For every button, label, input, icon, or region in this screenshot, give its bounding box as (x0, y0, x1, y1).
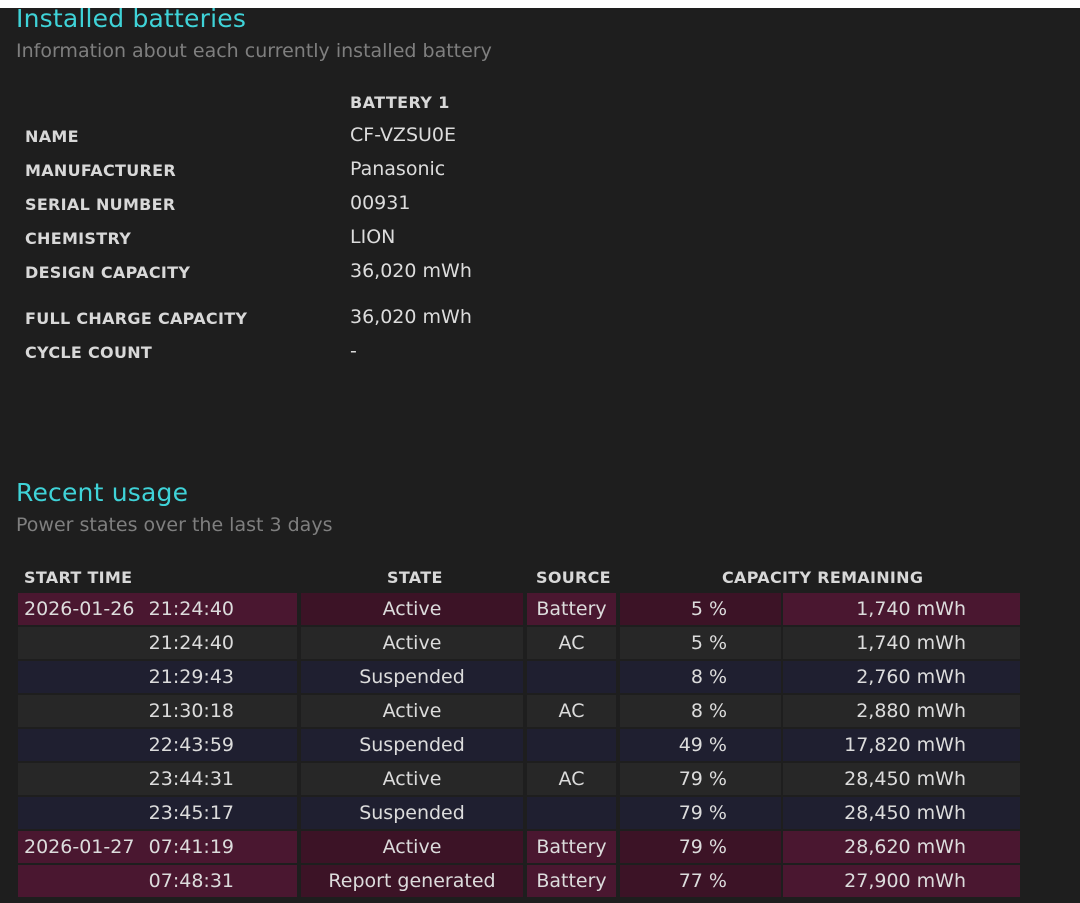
manufacturer-value: Panasonic (350, 158, 446, 180)
table-row: 22:43:59 Suspended 49 % 17,820 mWh (18, 729, 1020, 761)
capacity-cell: 27,900 mWh (783, 865, 1020, 897)
serial-number-label: SERIAL NUMBER (25, 195, 176, 214)
time-cell: 07:48:31 (148, 870, 234, 892)
installed-batteries-subtitle: Information about each currently install… (16, 40, 492, 62)
cycle-count-value: - (350, 340, 357, 362)
capacity-cell: 2,760 mWh (783, 661, 1020, 693)
source-cell: AC (527, 763, 616, 795)
source-header: SOURCE (536, 568, 611, 587)
date-cell: 2026-01-26 (24, 593, 135, 625)
serial-number-value: 00931 (350, 192, 411, 214)
start-time-header: START TIME (24, 568, 133, 587)
manufacturer-label: MANUFACTURER (25, 161, 176, 180)
capacity-cell: 2,880 mWh (783, 695, 1020, 727)
percent-cell: 8 % (620, 661, 781, 693)
source-cell (527, 729, 616, 761)
time-cell: 23:44:31 (148, 768, 234, 790)
percent-cell: 8 % (620, 695, 781, 727)
source-cell: AC (527, 627, 616, 659)
design-capacity-label: DESIGN CAPACITY (25, 263, 191, 282)
state-cell: Suspended (301, 729, 523, 761)
percent-cell: 79 % (620, 763, 781, 795)
capacity-remaining-header: CAPACITY REMAINING (722, 568, 924, 587)
state-cell: Active (301, 695, 523, 727)
table-row: 2026-01-27 07:41:19 Active Battery 79 % … (18, 831, 1020, 863)
name-label: NAME (25, 127, 79, 146)
percent-cell: 79 % (620, 831, 781, 863)
time-cell: 21:24:40 (148, 598, 234, 620)
state-cell: Active (301, 831, 523, 863)
percent-cell: 5 % (620, 627, 781, 659)
state-cell: Suspended (301, 797, 523, 829)
capacity-cell: 1,740 mWh (783, 627, 1020, 659)
capacity-cell: 28,620 mWh (783, 831, 1020, 863)
table-row: 21:24:40 Active AC 5 % 1,740 mWh (18, 627, 1020, 659)
recent-usage-title: Recent usage (16, 478, 189, 507)
source-cell: AC (527, 695, 616, 727)
capacity-cell: 1,740 mWh (783, 593, 1020, 625)
state-cell: Active (301, 593, 523, 625)
capacity-cell: 17,820 mWh (783, 729, 1020, 761)
table-row: 21:29:43 Suspended 8 % 2,760 mWh (18, 661, 1020, 693)
chemistry-label: CHEMISTRY (25, 229, 132, 248)
percent-cell: 77 % (620, 865, 781, 897)
percent-cell: 49 % (620, 729, 781, 761)
percent-cell: 5 % (620, 593, 781, 625)
chemistry-value: LION (350, 226, 396, 248)
state-cell: Report generated (301, 865, 523, 897)
time-cell: 07:41:19 (148, 836, 234, 858)
state-cell: Active (301, 627, 523, 659)
full-charge-capacity-value: 36,020 mWh (350, 306, 472, 328)
time-cell: 22:43:59 (148, 734, 234, 756)
state-cell: Suspended (301, 661, 523, 693)
time-cell: 21:29:43 (148, 666, 234, 688)
source-cell: Battery (527, 593, 616, 625)
table-row: 07:48:31 Report generated Battery 77 % 2… (18, 865, 1020, 897)
table-row: 2026-01-26 21:24:40 Active Battery 5 % 1… (18, 593, 1020, 625)
table-row: 21:30:18 Active AC 8 % 2,880 mWh (18, 695, 1020, 727)
capacity-cell: 28,450 mWh (783, 763, 1020, 795)
installed-batteries-title: Installed batteries (16, 4, 247, 33)
recent-usage-subtitle: Power states over the last 3 days (16, 514, 333, 536)
battery-1-header: BATTERY 1 (350, 93, 450, 112)
time-cell: 23:45:17 (148, 802, 234, 824)
design-capacity-value: 36,020 mWh (350, 260, 472, 282)
state-cell: Active (301, 763, 523, 795)
source-cell (527, 797, 616, 829)
time-cell: 21:24:40 (148, 632, 234, 654)
table-row: 23:45:17 Suspended 79 % 28,450 mWh (18, 797, 1020, 829)
source-cell (527, 661, 616, 693)
percent-cell: 79 % (620, 797, 781, 829)
state-header: STATE (387, 568, 443, 587)
top-border (0, 0, 1080, 8)
time-cell: 21:30:18 (148, 700, 234, 722)
table-row: 23:44:31 Active AC 79 % 28,450 mWh (18, 763, 1020, 795)
capacity-cell: 28,450 mWh (783, 797, 1020, 829)
source-cell: Battery (527, 865, 616, 897)
date-cell: 2026-01-27 (24, 836, 135, 858)
source-cell: Battery (527, 831, 616, 863)
name-value: CF-VZSU0E (350, 124, 457, 146)
full-charge-capacity-label: FULL CHARGE CAPACITY (25, 309, 248, 328)
cycle-count-label: CYCLE COUNT (25, 343, 153, 362)
